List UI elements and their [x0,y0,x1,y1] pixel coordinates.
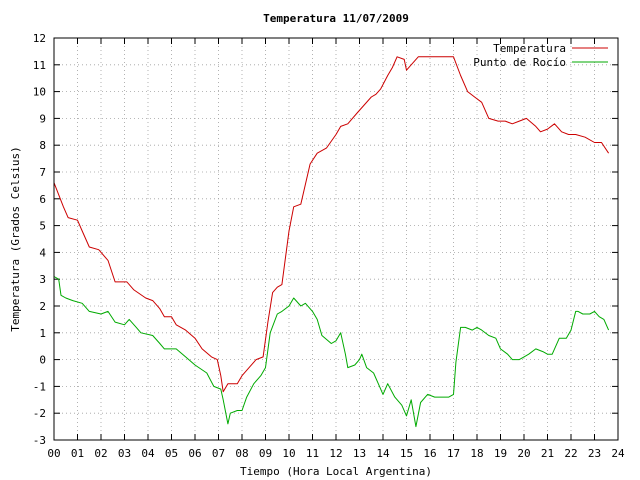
y-tick-label: 3 [39,273,46,286]
x-tick-label: 17 [447,447,460,460]
x-tick-label: 04 [141,447,155,460]
x-axis-ticks: 00 01 02 03 04 05 06 07 08 09 10 11 12 13 14 15 16 17 18 19… [47,38,625,460]
y-tick-label: 10 [33,86,46,99]
y-tick-label: 11 [33,59,46,72]
y-tick-label: -3 [33,434,46,447]
y-tick-label: -1 [33,380,46,393]
series-lines [53,56,610,428]
x-tick-label: 11 [306,447,319,460]
y-tick-label: 5 [39,220,46,233]
x-tick-label: 15 [400,447,413,460]
x-tick-label: 19 [494,447,507,460]
plot-area-border [53,37,619,441]
y-tick-label: 7 [39,166,46,179]
y-tick-label: 12 [33,32,46,45]
y-tick-label: -2 [33,407,46,420]
x-tick-label: 23 [588,447,601,460]
x-tick-label: 24 [611,447,625,460]
legend-label: Punto de Rocío [473,56,566,69]
x-tick-label: 22 [564,447,577,460]
x-tick-label: 21 [541,447,554,460]
x-tick-label: 16 [423,447,436,460]
x-tick-label: 09 [259,447,272,460]
x-tick-label: 14 [376,447,390,460]
x-axis-label: Tiempo (Hora Local Argentina) [240,465,432,478]
y-tick-label: 2 [39,300,46,313]
x-tick-label: 20 [517,447,530,460]
x-tick-label: 18 [470,447,483,460]
x-tick-label: 12 [329,447,342,460]
series-line [53,56,610,393]
y-tick-label: 0 [39,354,46,367]
y-tick-label: 9 [39,112,46,125]
x-tick-label: 08 [235,447,248,460]
x-tick-label: 06 [188,447,201,460]
y-tick-label: 8 [39,139,46,152]
x-tick-label: 10 [282,447,295,460]
y-tick-label: 1 [39,327,46,340]
x-tick-label: 03 [118,447,131,460]
x-tick-label: 00 [47,447,60,460]
y-tick-label: 4 [39,246,46,259]
chart-title: Temperatura 11/07/2009 [263,12,409,25]
series-line [53,276,610,428]
x-tick-label: 07 [212,447,225,460]
x-tick-label: 02 [94,447,107,460]
x-tick-label: 01 [71,447,84,460]
grid [54,38,618,440]
x-tick-label: 13 [353,447,366,460]
y-tick-label: 6 [39,193,46,206]
y-axis-label: Temperatura (Grados Celsius) [9,146,22,331]
legend-label: Temperatura [493,42,566,55]
x-tick-label: 05 [165,447,178,460]
